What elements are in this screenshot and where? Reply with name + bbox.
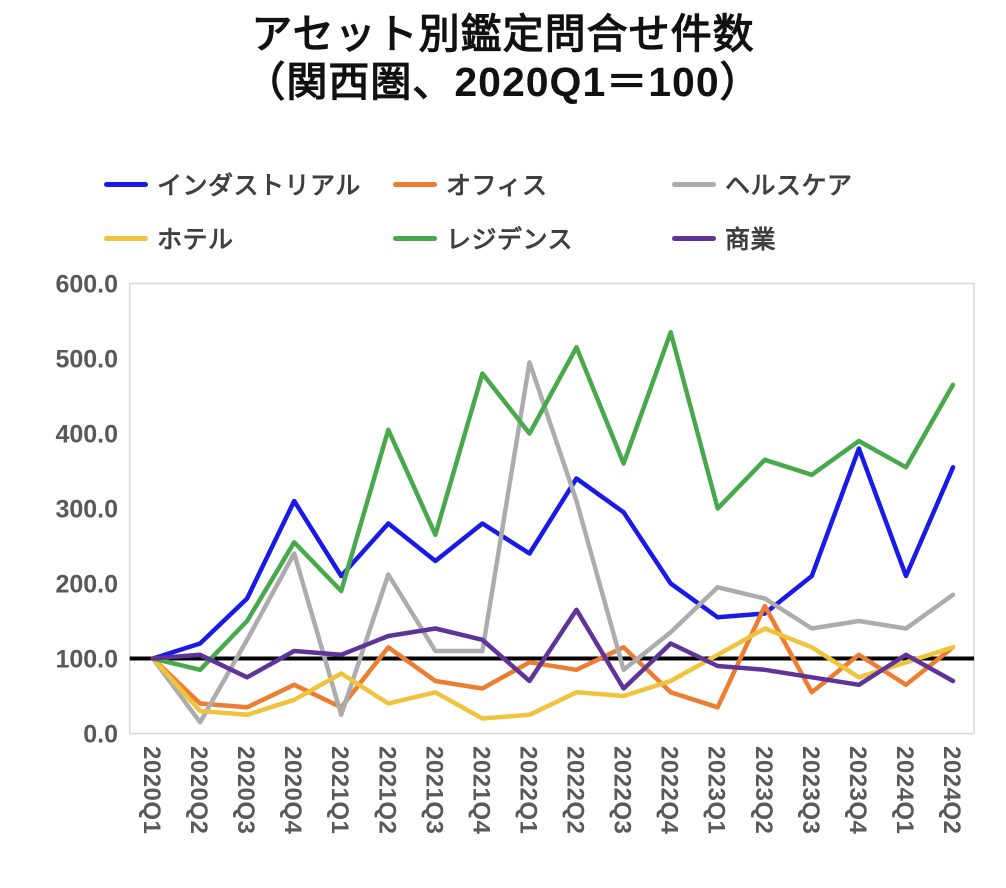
- legend-item-office: オフィス: [393, 171, 548, 200]
- x-axis-tick-label: 2020Q4: [279, 746, 306, 835]
- legend-item-healthcare: ヘルスケア: [672, 171, 853, 200]
- x-axis-tick-label: 2020Q2: [185, 746, 212, 834]
- x-axis-tick-label: 2024Q1: [891, 746, 918, 834]
- y-axis-tick-label: 600.0: [55, 271, 118, 299]
- x-axis-tick-label: 2023Q4: [844, 746, 871, 835]
- y-axis-tick-label: 300.0: [55, 496, 118, 524]
- legend-swatch-industrial: [104, 181, 148, 187]
- y-axis-tick-label: 100.0: [55, 646, 118, 674]
- legend-label-residence: レジデンス: [446, 226, 574, 254]
- x-axis-tick-label: 2020Q3: [232, 746, 259, 834]
- legend-swatch-commercial: [672, 235, 716, 241]
- x-axis-tick-label: 2022Q3: [609, 746, 636, 834]
- legend-label-healthcare: ヘルスケア: [725, 172, 853, 200]
- legend-swatch-hotel: [104, 235, 148, 241]
- legend-label-commercial: 商業: [725, 226, 777, 254]
- legend-item-commercial: 商業: [672, 225, 776, 254]
- x-axis-tick-label: 2023Q1: [703, 746, 730, 834]
- x-axis-tick-label: 2023Q3: [797, 746, 824, 834]
- legend-label-industrial: インダストリアル: [157, 172, 361, 200]
- legend-label-office: オフィス: [446, 172, 548, 200]
- x-axis-tick-label: 2024Q2: [938, 746, 965, 834]
- series-line-commercial: [150, 607, 956, 691]
- x-axis-tick-label: 2021Q3: [420, 746, 447, 834]
- x-axis-tick-label: 2021Q1: [326, 746, 353, 834]
- legend-swatch-residence: [393, 235, 437, 241]
- series-line-office: [150, 603, 956, 710]
- legend-item-hotel: ホテル: [104, 225, 234, 254]
- x-axis-tick-label: 2020Q1: [138, 746, 165, 834]
- chart-title-line1: アセット別鑑定問合せ件数: [251, 11, 755, 57]
- series-line-hotel: [150, 626, 956, 721]
- x-axis-tick-label: 2021Q4: [467, 746, 494, 835]
- series-line-healthcare: [150, 360, 956, 725]
- y-axis-tick-label: 500.0: [55, 346, 118, 374]
- x-axis-tick-label: 2021Q2: [373, 746, 400, 834]
- legend-item-residence: レジデンス: [393, 225, 573, 254]
- chart-title-line2: （関西圏、2020Q1＝100）: [244, 59, 762, 106]
- y-axis-tick-label: 400.0: [55, 421, 118, 449]
- chart-title: アセット別鑑定問合せ件数 （関西圏、2020Q1＝100）: [0, 10, 1006, 107]
- y-axis-tick-label: 200.0: [55, 571, 118, 599]
- x-axis-tick-label: 2022Q1: [514, 746, 541, 834]
- legend-item-industrial: インダストリアル: [104, 171, 361, 200]
- x-axis-tick-label: 2022Q2: [562, 746, 589, 834]
- series-line-residence: [150, 330, 956, 673]
- legend-label-hotel: ホテル: [157, 226, 234, 254]
- legend-swatch-healthcare: [672, 181, 716, 187]
- legend-swatch-office: [393, 181, 437, 187]
- x-axis-tick-label: 2023Q2: [750, 746, 777, 834]
- y-axis-tick-label: 0.0: [83, 721, 118, 749]
- series-line-industrial: [150, 446, 956, 661]
- x-axis-tick-label: 2022Q4: [656, 746, 683, 835]
- plot-border: [129, 282, 975, 735]
